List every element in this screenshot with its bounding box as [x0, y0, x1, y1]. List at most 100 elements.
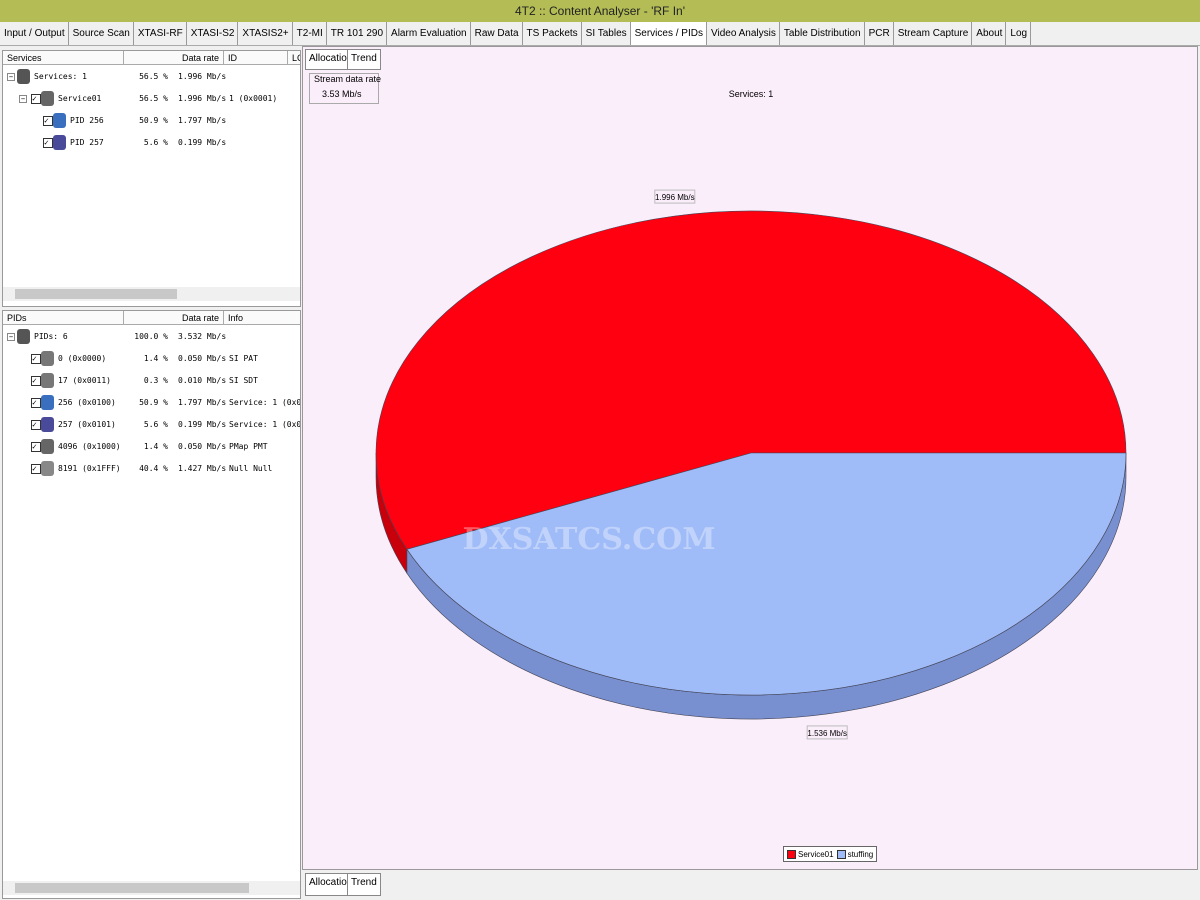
checkbox: ✓ — [31, 94, 41, 104]
value-label: 1.996 Mb/s — [654, 189, 696, 204]
tree-row: − PIDs: 6 100.0 % 3.532 Mb/s — [3, 329, 300, 345]
tab[interactable]: T2-MI — [293, 22, 327, 45]
checkbox: ✓ — [31, 442, 41, 452]
column-header: Services — [3, 51, 124, 65]
pie-slice — [375, 210, 1127, 550]
checkbox: ✓ — [31, 464, 41, 474]
row-info: SI SDT — [229, 376, 258, 385]
icon — [17, 329, 30, 344]
row-percent: 0.3 % — [143, 376, 168, 385]
row-rate: 0.050 Mb/s — [178, 442, 227, 451]
tab[interactable]: Services / PIDs — [630, 22, 707, 45]
tab[interactable]: Source Scan — [69, 22, 134, 45]
row-rate: 0.199 Mb/s — [178, 420, 227, 429]
column-header: PIDs — [3, 311, 124, 325]
icon — [41, 373, 54, 388]
row-name: PIDs: 6 — [34, 332, 68, 341]
icon — [41, 439, 54, 454]
row-info: SI PAT — [229, 354, 258, 363]
row-rate: 3.532 Mb/s — [178, 332, 227, 341]
value-label-box — [806, 725, 848, 740]
tree-row: ✓ 257 (0x0101) 5.6 % 0.199 Mb/s Service: 1 (… — [3, 417, 301, 433]
legend-swatch — [787, 849, 796, 859]
icon — [41, 91, 54, 106]
row-name: 8191 (0x1FFF) — [58, 464, 121, 473]
tab[interactable]: Log — [1006, 22, 1032, 45]
row-name: PID 256 — [70, 116, 104, 125]
stream-rate-value: 3.53 Mb/s — [322, 89, 362, 99]
tab[interactable]: Video Analysis — [707, 22, 780, 45]
tab[interactable]: TS Packets — [523, 22, 582, 45]
row-rate: 0.050 Mb/s — [178, 354, 227, 363]
icon — [53, 135, 66, 150]
icon — [41, 351, 54, 366]
row-percent: 50.9 % — [139, 116, 168, 125]
row-info: PMap PMT — [229, 442, 268, 451]
row-percent: 100.0 % — [134, 332, 168, 341]
tab[interactable]: About — [972, 22, 1007, 45]
icon — [17, 69, 30, 84]
row-info: Service: 1 (0x00 — [229, 420, 301, 429]
checkbox: ✓ — [31, 354, 41, 364]
legend-swatch — [836, 849, 846, 859]
tab[interactable]: SI Tables — [582, 22, 631, 45]
tab[interactable]: PCR — [865, 22, 894, 45]
tab[interactable]: XTASI-RF — [134, 22, 187, 45]
chart-panel: Allocation Allocation Trend Trend Stream dat… — [302, 46, 1198, 896]
title-bar: 4T2 :: Content Analyser - 'RF In' — [0, 0, 1200, 22]
checkbox: ✓ — [43, 138, 53, 148]
checkbox: ✓ — [43, 116, 53, 126]
scrollbar — [3, 881, 300, 895]
watermark: DXSATCS.COM — [462, 522, 715, 557]
row-rate: 1.996 Mb/s — [178, 94, 227, 103]
tab[interactable]: Alarm Evaluation — [387, 22, 471, 45]
value-label-text: 1.996 Mb/s — [655, 193, 695, 202]
column-header: Data rate — [124, 311, 224, 325]
row-name: 0 (0x0000) — [58, 354, 107, 363]
tab[interactable]: TR 101 290 — [327, 22, 388, 45]
tab[interactable]: Raw Data — [471, 22, 523, 45]
row-percent: 1.4 % — [143, 442, 168, 451]
checkbox: ✓ — [31, 420, 41, 430]
row-name: Service01 — [58, 94, 102, 103]
row-rate: 1.797 Mb/s — [178, 116, 227, 125]
stream-rate-box: Stream data rate 3.53 Mb/s — [309, 73, 381, 104]
row-id: 1 (0x0001) — [229, 94, 278, 103]
row-rate: 1.797 Mb/s — [178, 398, 227, 407]
row-name: 256 (0x0100) — [58, 398, 116, 407]
icon — [41, 461, 54, 476]
legend-label: stuffing — [847, 849, 874, 859]
tab[interactable]: Table Distribution — [780, 22, 865, 45]
scroll-thumb — [15, 883, 249, 893]
tree-row: ✓ 0 (0x0000) 1.4 % 0.050 Mb/s SI PAT — [3, 351, 300, 367]
column-header: Data rate — [124, 51, 224, 65]
chart-tab[interactable]: Trend — [347, 873, 381, 896]
tab[interactable]: XTASIS2+ — [238, 22, 293, 45]
row-name: 17 (0x0011) — [58, 376, 111, 385]
row-rate: 0.199 Mb/s — [178, 138, 227, 147]
tab[interactable]: Input / Output — [0, 22, 69, 45]
expander: − — [7, 73, 15, 81]
row-percent: 40.4 % — [139, 464, 168, 473]
tree-row: ✓ PID 256 50.9 % 1.797 Mb/s — [3, 113, 300, 129]
pie-chart: Services: 1 DXSATCS.COM 1.996 Mb/s 1.536 Mb… — [375, 89, 1127, 740]
checkbox: ✓ — [31, 376, 41, 386]
legend: Service01 stuffing — [783, 846, 878, 862]
value-label: 1.536 Mb/s — [806, 725, 848, 740]
chart-tab[interactable]: Trend — [347, 49, 381, 70]
row-percent: 56.5 % — [139, 94, 168, 103]
row-name: Services: 1 — [34, 72, 87, 81]
legend-label: Service01 — [798, 849, 834, 859]
tree-row: ✓ 17 (0x0011) 0.3 % 0.010 Mb/s SI SDT — [3, 373, 300, 389]
tab[interactable]: XTASI-S2 — [187, 22, 239, 45]
column-header: Info — [224, 311, 300, 325]
tab-bar: Input / Output Source Scan XTASI-RF XTASI-S… — [0, 22, 1200, 46]
row-percent: 56.5 % — [139, 72, 168, 81]
tab[interactable]: Stream Capture — [894, 22, 973, 45]
row-info: Null Null — [229, 464, 273, 473]
column-header: ID — [224, 51, 288, 65]
value-label-box — [654, 189, 696, 204]
tree-row: − ✓ Service01 56.5 % 1.996 Mb/s 1 (0x0001) — [3, 91, 300, 107]
